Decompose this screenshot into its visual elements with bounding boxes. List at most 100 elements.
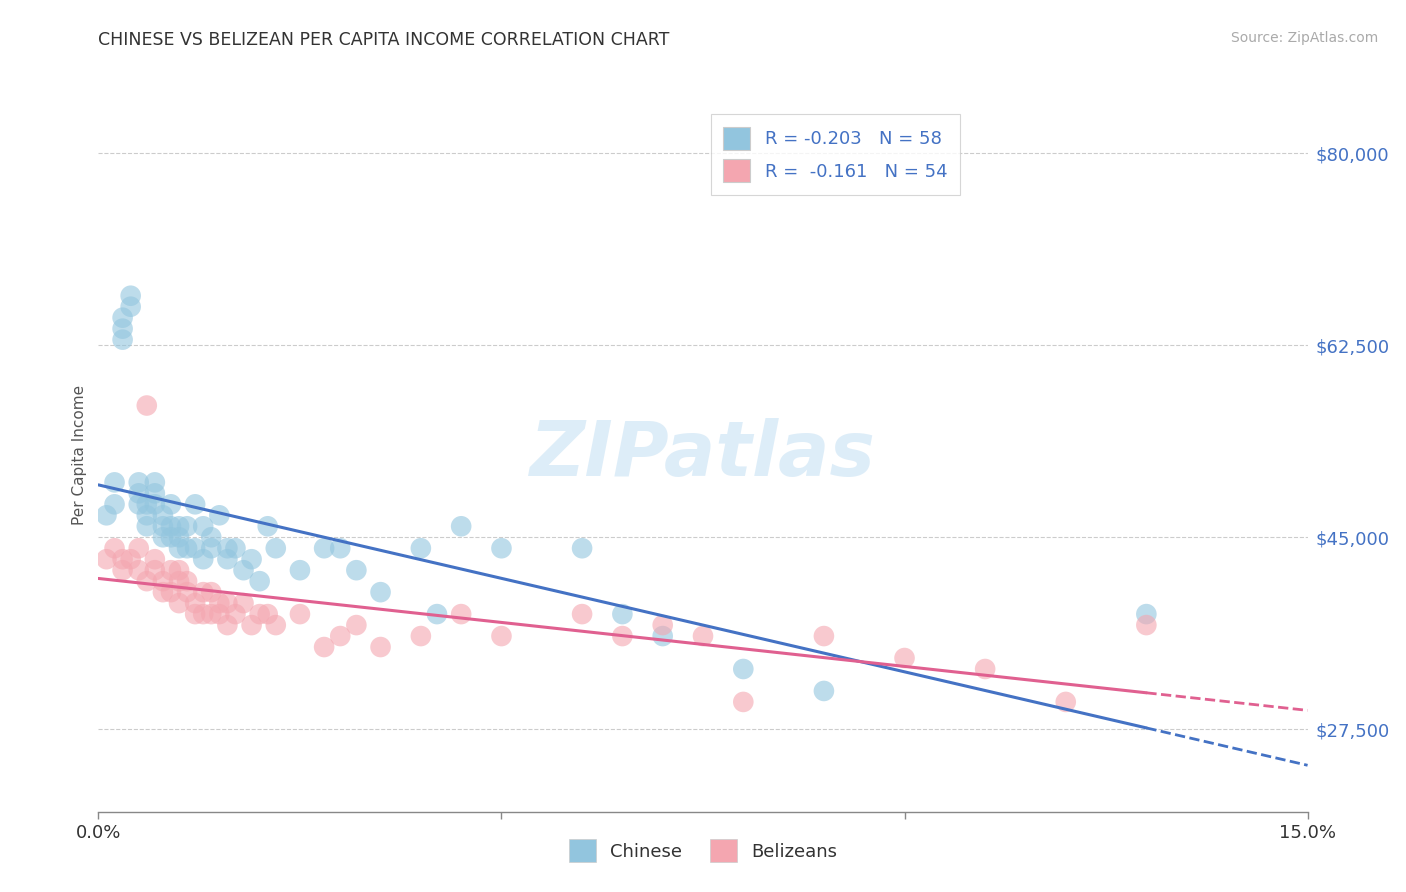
- Point: [249, 574, 271, 589]
- Point: [96, 552, 118, 566]
- Point: [240, 552, 263, 566]
- Point: [143, 563, 166, 577]
- Point: [167, 541, 190, 556]
- Point: [264, 541, 287, 556]
- Point: [344, 618, 367, 632]
- Point: [167, 563, 190, 577]
- Point: [314, 541, 336, 556]
- Point: [224, 607, 246, 621]
- Point: [288, 563, 311, 577]
- Point: [111, 552, 134, 566]
- Point: [120, 289, 142, 303]
- Point: [152, 574, 174, 589]
- Point: [111, 321, 134, 335]
- Point: [193, 552, 215, 566]
- Point: [143, 475, 166, 490]
- Point: [167, 574, 190, 589]
- Point: [491, 629, 513, 643]
- Point: [111, 310, 134, 325]
- Point: [184, 607, 207, 621]
- Point: [167, 519, 190, 533]
- Point: [111, 563, 134, 577]
- Text: Source: ZipAtlas.com: Source: ZipAtlas.com: [1230, 31, 1378, 45]
- Point: [813, 684, 835, 698]
- Point: [96, 508, 118, 523]
- Point: [143, 486, 166, 500]
- Point: [193, 519, 215, 533]
- Point: [167, 530, 190, 544]
- Point: [217, 541, 239, 556]
- Point: [893, 651, 915, 665]
- Point: [193, 585, 215, 599]
- Point: [288, 607, 311, 621]
- Point: [160, 530, 183, 544]
- Point: [612, 607, 634, 621]
- Point: [160, 519, 183, 533]
- Text: ZIPatlas: ZIPatlas: [530, 418, 876, 491]
- Point: [264, 618, 287, 632]
- Point: [612, 629, 634, 643]
- Point: [143, 552, 166, 566]
- Point: [152, 519, 174, 533]
- Point: [184, 497, 207, 511]
- Point: [184, 541, 207, 556]
- Point: [135, 574, 157, 589]
- Point: [176, 519, 198, 533]
- Point: [143, 497, 166, 511]
- Point: [135, 497, 157, 511]
- Point: [217, 552, 239, 566]
- Point: [370, 640, 392, 654]
- Point: [651, 629, 673, 643]
- Point: [208, 596, 231, 610]
- Point: [103, 541, 125, 556]
- Point: [217, 596, 239, 610]
- Point: [974, 662, 997, 676]
- Point: [128, 475, 150, 490]
- Point: [128, 541, 150, 556]
- Point: [651, 618, 673, 632]
- Point: [208, 508, 231, 523]
- Point: [329, 629, 352, 643]
- Point: [571, 607, 593, 621]
- Point: [409, 541, 432, 556]
- Point: [1054, 695, 1077, 709]
- Point: [200, 585, 222, 599]
- Point: [152, 530, 174, 544]
- Point: [160, 585, 183, 599]
- Point: [224, 541, 246, 556]
- Point: [176, 574, 198, 589]
- Point: [152, 508, 174, 523]
- Point: [813, 629, 835, 643]
- Y-axis label: Per Capita Income: Per Capita Income: [72, 384, 87, 525]
- Point: [135, 519, 157, 533]
- Point: [184, 596, 207, 610]
- Point: [200, 541, 222, 556]
- Point: [128, 563, 150, 577]
- Point: [152, 585, 174, 599]
- Point: [240, 618, 263, 632]
- Point: [120, 552, 142, 566]
- Point: [111, 333, 134, 347]
- Point: [176, 541, 198, 556]
- Point: [200, 530, 222, 544]
- Point: [426, 607, 449, 621]
- Point: [450, 607, 472, 621]
- Point: [1135, 607, 1157, 621]
- Text: CHINESE VS BELIZEAN PER CAPITA INCOME CORRELATION CHART: CHINESE VS BELIZEAN PER CAPITA INCOME CO…: [98, 31, 669, 49]
- Point: [120, 300, 142, 314]
- Point: [200, 607, 222, 621]
- Legend: R = -0.203   N = 58, R =  -0.161   N = 54: R = -0.203 N = 58, R = -0.161 N = 54: [710, 114, 960, 195]
- Point: [208, 607, 231, 621]
- Point: [249, 607, 271, 621]
- Point: [135, 399, 157, 413]
- Point: [176, 585, 198, 599]
- Point: [409, 629, 432, 643]
- Point: [256, 519, 278, 533]
- Point: [733, 695, 755, 709]
- Point: [232, 596, 254, 610]
- Point: [160, 497, 183, 511]
- Point: [256, 607, 278, 621]
- Point: [128, 497, 150, 511]
- Point: [344, 563, 367, 577]
- Point: [571, 541, 593, 556]
